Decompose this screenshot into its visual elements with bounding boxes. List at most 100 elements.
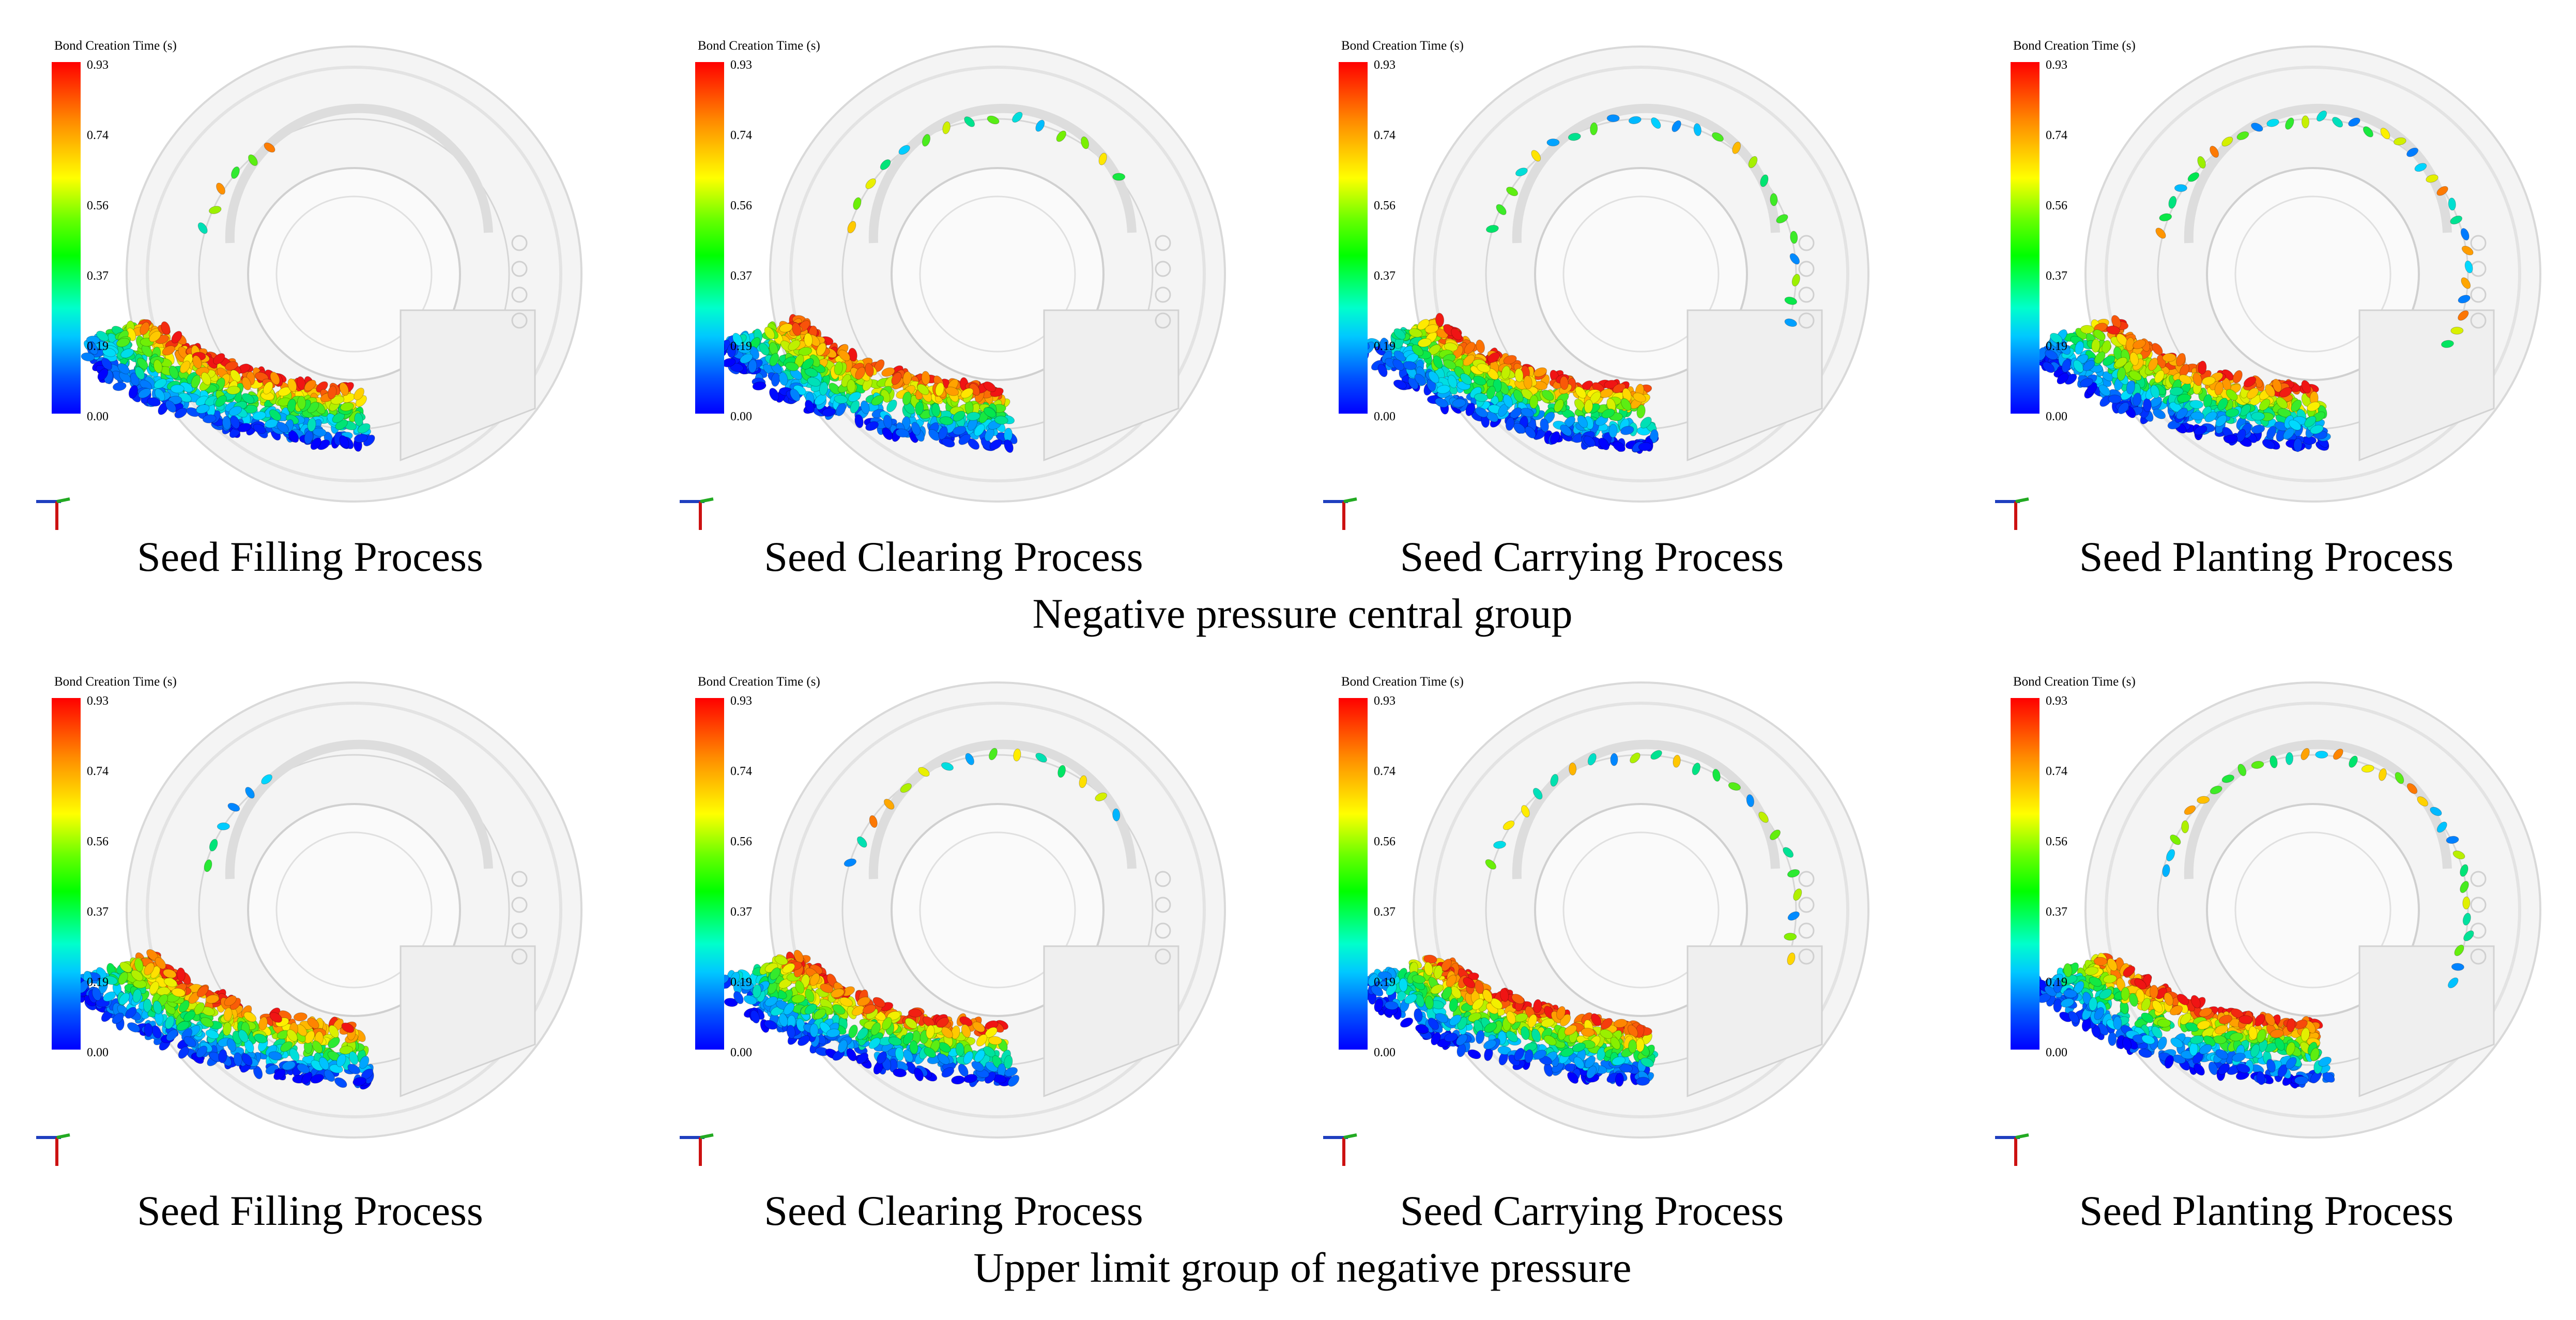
seed — [856, 996, 871, 1007]
seed — [273, 1069, 286, 1080]
seed — [2190, 411, 2204, 421]
seed — [328, 1025, 339, 1038]
seed — [2348, 117, 2360, 127]
seed — [924, 1046, 937, 1058]
seed — [1533, 1050, 1547, 1060]
seed — [103, 991, 116, 1002]
seed — [2103, 974, 2117, 984]
seed — [312, 1040, 323, 1054]
seed — [1404, 993, 1417, 1004]
seed — [860, 400, 870, 414]
seed — [1760, 174, 1769, 187]
seed — [1712, 769, 1721, 782]
seed — [2176, 407, 2188, 419]
colorbar-tick: 0.74 — [87, 765, 109, 778]
seed — [1013, 748, 1021, 762]
axis-z — [1343, 497, 1357, 503]
seed — [2121, 987, 2130, 1001]
seed — [179, 360, 191, 373]
seed — [2460, 228, 2470, 241]
seed — [958, 434, 971, 445]
seed — [1098, 153, 1107, 165]
seed — [2128, 370, 2142, 381]
seed — [2236, 429, 2246, 443]
seed — [213, 353, 225, 365]
seed — [1513, 389, 1524, 403]
seed — [2175, 353, 2186, 367]
seed — [1371, 985, 1384, 997]
seed — [1428, 1018, 1439, 1030]
housing-plate — [2358, 309, 2495, 462]
seed — [2229, 1032, 2244, 1042]
seed — [1374, 998, 1384, 1012]
seed — [1546, 138, 1560, 147]
seed-guide-channel — [2184, 739, 2452, 879]
seed — [255, 372, 269, 382]
carried-seeds — [1485, 750, 1802, 965]
seed — [2232, 1053, 2246, 1062]
seed — [217, 822, 230, 830]
seed — [2266, 426, 2277, 439]
seed — [2279, 387, 2292, 398]
seed — [2361, 764, 2374, 773]
seed — [2464, 260, 2473, 274]
colorbar — [695, 62, 724, 414]
seed — [258, 1016, 268, 1030]
colorbar-tick: 0.74 — [2046, 765, 2067, 778]
seed — [2265, 384, 2276, 397]
seed — [2307, 401, 2320, 412]
seed — [141, 345, 152, 357]
seed — [280, 1041, 293, 1052]
seed — [191, 374, 201, 388]
seed — [1435, 313, 1445, 327]
seed — [2221, 136, 2233, 147]
seed — [2194, 425, 2207, 435]
seed — [804, 1004, 817, 1015]
seed — [1447, 374, 1458, 388]
seed — [2221, 775, 2234, 783]
seed — [1783, 847, 1794, 858]
seed — [1590, 122, 1598, 135]
seed — [2164, 1055, 2174, 1069]
mounting-hole — [2470, 948, 2487, 965]
seed-metering-simulation — [1995, 45, 2541, 530]
seed — [2164, 992, 2174, 1006]
seed — [218, 1049, 227, 1064]
seed — [1640, 1057, 1654, 1068]
seed — [174, 407, 188, 418]
seed — [2250, 1043, 2260, 1058]
seed — [352, 1077, 366, 1086]
colorbar-tick: 0.93 — [730, 58, 752, 72]
seed — [1433, 965, 1443, 979]
seed — [327, 385, 337, 400]
seed — [119, 962, 132, 973]
seed — [2461, 277, 2471, 289]
seed-metering-simulation — [1323, 45, 1869, 530]
seed — [769, 353, 779, 367]
seed — [945, 386, 959, 396]
seed — [862, 377, 872, 391]
mounting-hole — [1798, 948, 1815, 965]
seed-metering-simulation — [1995, 681, 2541, 1166]
seed — [876, 1051, 887, 1065]
seed — [140, 322, 150, 336]
seed — [1521, 805, 1530, 817]
panel-central-carrying: Bond Creation Time (s) 0.93 0.74 0.56 0.37 0.… — [1308, 31, 1928, 548]
seed — [2251, 761, 2264, 769]
seed — [1628, 1039, 1637, 1054]
seed — [1529, 395, 1539, 409]
seed — [941, 762, 954, 771]
colorbar-tick: 0.93 — [730, 694, 752, 708]
seed — [926, 1025, 935, 1039]
mounting-hole — [1155, 871, 1171, 887]
seed — [1412, 344, 1424, 356]
seed — [2264, 1013, 2275, 1026]
seed — [1584, 399, 1593, 414]
seed — [269, 409, 281, 421]
seed — [252, 411, 267, 420]
seed — [264, 419, 279, 428]
seed — [733, 991, 744, 1005]
seed — [953, 426, 967, 435]
seed — [2451, 963, 2464, 971]
seed — [1506, 187, 1519, 196]
